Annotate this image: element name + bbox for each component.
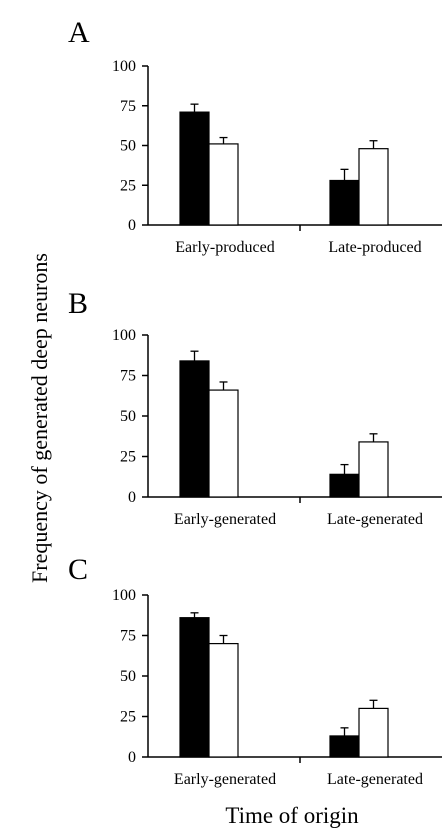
chart-panel-b: B 0 25 50 75 100 Early-generated Late-generated [68, 287, 442, 528]
y-tick-label: 0 [128, 489, 136, 506]
bar [179, 617, 210, 758]
category-label: Early-generated [174, 771, 276, 788]
x-axis-label: Time of origin [225, 803, 359, 828]
y-axis-label: Frequency of generated deep neurons [27, 253, 52, 583]
bar [329, 473, 360, 498]
y-tick-label: 50 [120, 138, 136, 155]
y-tick-label: 75 [120, 98, 136, 115]
bar [208, 389, 239, 498]
panel-letter: A [68, 16, 90, 49]
y-tick-label: 100 [112, 587, 136, 604]
bar [358, 441, 389, 498]
bar [358, 707, 389, 758]
bar [358, 148, 389, 226]
panel-letter: B [68, 287, 88, 320]
y-tick-label: 100 [112, 58, 136, 75]
y-tick-label: 25 [120, 709, 136, 726]
y-tick-label: 100 [112, 327, 136, 344]
chart-panel-a: A 0 25 50 75 100 Early-produced Late-produced [68, 16, 442, 256]
y-tick-label: 50 [120, 668, 136, 685]
panels: A 0 25 50 75 100 Early-produced Late-produced B 0… [68, 16, 442, 788]
category-label: Early-produced [175, 239, 275, 256]
bar [179, 111, 210, 226]
y-tick-label: 0 [128, 749, 136, 766]
y-tick-label: 25 [120, 177, 136, 194]
category-label: Early-generated [174, 511, 276, 528]
bar [208, 642, 239, 758]
category-label: Late-generated [327, 511, 423, 528]
panel-letter: C [68, 553, 88, 586]
bar [329, 179, 360, 226]
y-tick-label: 0 [128, 217, 136, 234]
category-label: Late-produced [328, 239, 421, 256]
bar [208, 143, 239, 226]
bar [329, 735, 360, 758]
y-tick-label: 75 [120, 628, 136, 645]
chart-panel-c: C 0 25 50 75 100 Early-generated Late-generated [68, 553, 442, 788]
bar [179, 360, 210, 498]
category-label: Late-generated [327, 771, 423, 788]
y-tick-label: 25 [120, 449, 136, 466]
y-tick-label: 50 [120, 408, 136, 425]
y-tick-label: 75 [120, 368, 136, 385]
